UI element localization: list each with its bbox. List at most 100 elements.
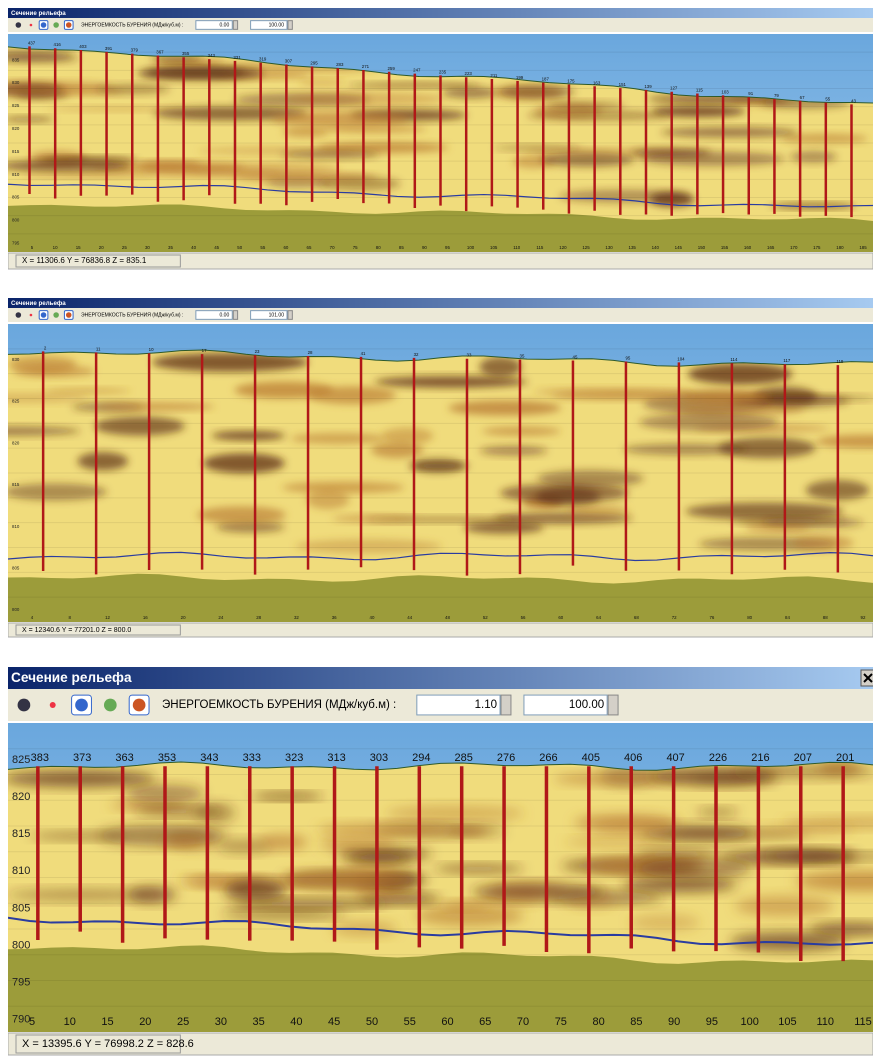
borehole-label: 285 (455, 752, 473, 764)
borehole-label: 45 (573, 355, 578, 360)
streak (434, 864, 524, 873)
x-label: 40 (191, 245, 196, 250)
borehole-label: 403 (79, 44, 87, 49)
select-button-icon (75, 699, 88, 712)
x-label: 55 (260, 245, 265, 250)
max-spinner[interactable] (288, 311, 292, 320)
borehole-label: 127 (670, 86, 678, 91)
streak (735, 896, 834, 916)
streak (347, 853, 414, 863)
borehole-label: 313 (327, 752, 345, 764)
x-label: 85 (399, 245, 404, 250)
max-spinner[interactable] (608, 695, 618, 715)
streak (181, 875, 227, 886)
section-window: Сечение рельефаЭНЕРГОЕМКОСТЬ БУРЕНИЯ (МД… (8, 298, 873, 638)
borehole-label: 333 (243, 752, 261, 764)
x-label: 185 (859, 245, 867, 250)
borehole-label: 405 (582, 752, 600, 764)
streak (332, 515, 418, 523)
streak (30, 832, 127, 840)
borehole-label: 391 (105, 46, 113, 51)
streak (308, 386, 396, 404)
min-value: 0.00 (219, 22, 229, 28)
x-label: 75 (353, 245, 358, 250)
x-label: 35 (168, 245, 173, 250)
borehole-label: 10 (149, 347, 154, 352)
borehole-label: 283 (336, 62, 344, 67)
layers-button-icon (104, 699, 117, 712)
streak (94, 416, 184, 435)
x-label: 88 (823, 615, 828, 620)
borehole-label: 266 (539, 752, 557, 764)
x-label: 120 (559, 245, 567, 250)
streak (43, 388, 131, 394)
borehole-label: 41 (361, 351, 366, 356)
streak (257, 835, 308, 850)
x-label: 65 (307, 245, 312, 250)
max-spinner[interactable] (288, 21, 292, 30)
borehole-label: 119 (836, 359, 844, 364)
streak (622, 877, 737, 893)
param-label: ЭНЕРГОЕМКОСТЬ БУРЕНИЯ (МДж/куб.м) : (162, 699, 396, 711)
y-label: 830 (12, 80, 20, 85)
min-spinner[interactable] (233, 21, 237, 30)
x-label: 64 (596, 615, 601, 620)
borehole-label: 373 (73, 752, 91, 764)
x-label: 15 (76, 245, 81, 250)
streak (128, 887, 177, 903)
x-label: 115 (536, 245, 544, 250)
y-label: 825 (12, 399, 20, 404)
borehole-label: 95 (625, 355, 630, 360)
page: Сечение рельефа ЭНЕРГОЕМКОСТЬ БУРЕНИЯ (МД… (0, 0, 873, 1056)
window-title: Сечение рельефа (11, 670, 132, 685)
borehole-label: 17 (202, 348, 207, 353)
streak (482, 427, 561, 436)
streak (546, 101, 625, 109)
streak (203, 453, 285, 473)
x-label: 60 (441, 1016, 453, 1028)
streak (471, 884, 606, 900)
streak (320, 835, 397, 852)
streak (480, 446, 548, 456)
borehole-label: 331 (233, 55, 241, 60)
x-label: 50 (366, 1016, 378, 1028)
streak (448, 400, 561, 415)
streak (375, 376, 528, 388)
y-label: 810 (12, 524, 20, 529)
streak (793, 535, 854, 552)
x-label: 90 (422, 245, 427, 250)
borehole-label: 416 (54, 42, 62, 47)
x-label: 45 (214, 245, 219, 250)
x-label: 36 (332, 615, 337, 620)
borehole-label: 114 (730, 357, 738, 362)
min-value: 0.00 (219, 312, 229, 318)
x-label: 5 (29, 1016, 35, 1028)
y-label: 815 (12, 828, 30, 840)
borehole-label: 235 (439, 69, 447, 74)
streak (197, 506, 286, 523)
save-button-icon (18, 699, 31, 712)
streak (284, 870, 412, 889)
borehole-label: 407 (666, 752, 684, 764)
x-label: 180 (836, 245, 844, 250)
x-label: 150 (698, 245, 706, 250)
x-label: 20 (181, 615, 186, 620)
streak (221, 910, 345, 918)
borehole-label: 223 (465, 71, 473, 76)
point-button-icon (30, 24, 33, 27)
borehole-label: 307 (285, 59, 293, 64)
borehole-label: 437 (28, 40, 36, 45)
streak (441, 901, 489, 909)
streak (224, 880, 287, 900)
bedrock (8, 574, 873, 622)
borehole-label: 23 (255, 349, 260, 354)
borehole-label: 207 (794, 752, 812, 764)
x-label: 170 (790, 245, 798, 250)
min-spinner[interactable] (501, 695, 511, 715)
max-value: 101.00 (269, 312, 285, 318)
borehole-label: 355 (182, 51, 190, 56)
min-spinner[interactable] (233, 311, 237, 320)
borehole-label: 43 (851, 98, 856, 103)
borehole-label: 115 (696, 88, 704, 93)
x-label: 72 (672, 615, 677, 620)
